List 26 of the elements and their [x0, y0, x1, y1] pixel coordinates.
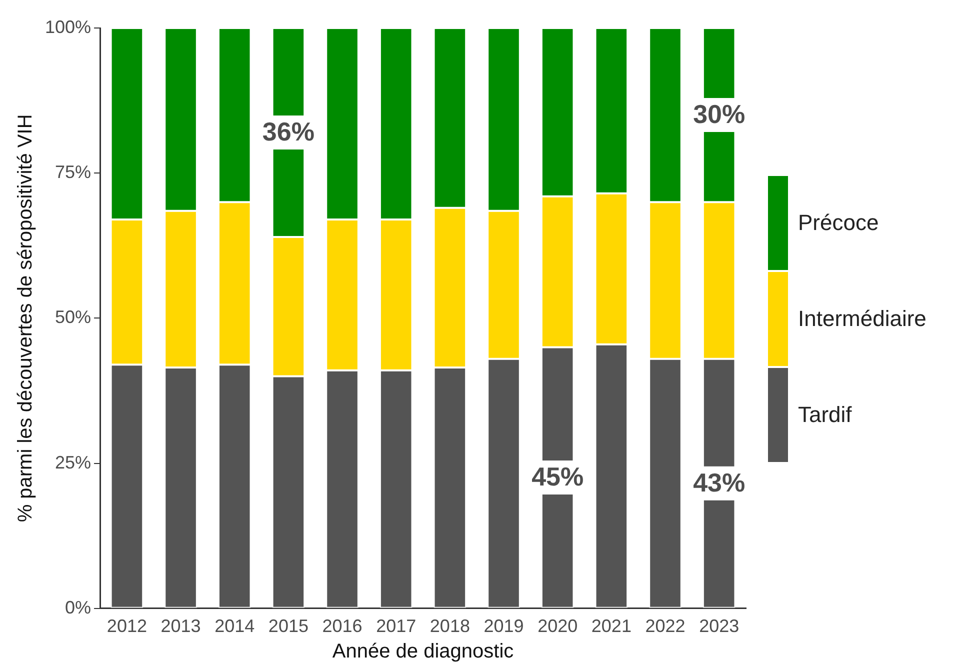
text: Tardif [798, 402, 852, 428]
y-tick-label: 25% [55, 452, 92, 472]
y-axis-title: % parmi les découvertes de séropositivité VIH [14, 114, 37, 522]
x-tick-label: 2019 [484, 616, 524, 636]
data-label: 30% [693, 99, 746, 130]
x-axis-title: Année de diagnostic [332, 640, 514, 663]
data-label: 43% [693, 468, 746, 498]
x-tick-label: 2023 [699, 616, 740, 636]
y-tick-label: 100% [44, 16, 92, 37]
x-tick-label: 2016 [322, 616, 362, 636]
x-tick-label: 2015 [268, 616, 308, 636]
data-label: 45% [532, 462, 584, 492]
text: Précoce [798, 210, 879, 236]
x-tick-label: 2020 [538, 616, 578, 636]
y-tick-label: 50% [55, 307, 92, 328]
text: Intermédiaire [798, 306, 926, 332]
x-tick-label: 2017 [376, 616, 416, 636]
y-tick-label: 0% [65, 597, 92, 618]
x-tick-label: 2014 [214, 616, 255, 636]
x-tick-label: 2021 [591, 616, 632, 636]
data-label: 36% [262, 116, 314, 147]
x-tick-label: 2013 [160, 616, 201, 636]
y-tick-label: 75% [55, 162, 92, 182]
x-tick-label: 2022 [645, 616, 686, 636]
x-tick-label: 2012 [106, 616, 147, 636]
x-tick-label: 2018 [430, 616, 470, 636]
